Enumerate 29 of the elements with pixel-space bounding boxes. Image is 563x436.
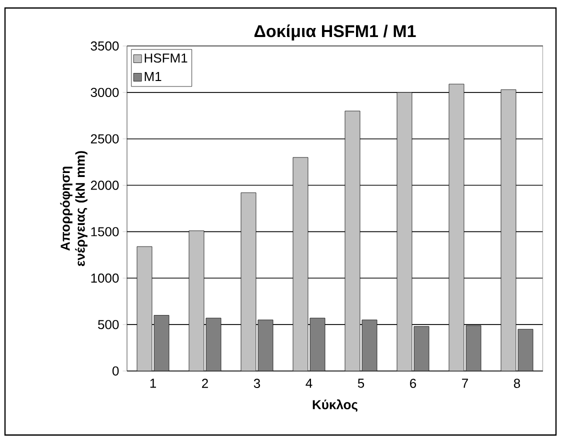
y-tick-label: 3000 bbox=[90, 88, 119, 98]
chart-title: Δοκίμια HSFM1 / M1 bbox=[254, 24, 416, 40]
x-tick-label: 3 bbox=[254, 378, 260, 388]
y-tick-label: 2000 bbox=[90, 180, 119, 190]
bar bbox=[206, 318, 221, 371]
y-tick-label: 1000 bbox=[91, 274, 119, 283]
x-tick-label: 5 bbox=[358, 378, 364, 388]
y-tick-label: 3500 bbox=[90, 41, 119, 51]
bar bbox=[154, 315, 169, 371]
legend-label: M1 bbox=[144, 72, 162, 81]
x-tick-label: 2 bbox=[202, 378, 208, 388]
legend-label: HSFM1 bbox=[144, 53, 188, 63]
bar bbox=[362, 320, 377, 371]
y-axis-title: Απορρόφηση ενέργειας (kN mm) bbox=[60, 151, 88, 266]
x-axis-title: Κύκλος bbox=[312, 399, 358, 412]
x-tick-label: 1 bbox=[150, 378, 156, 388]
bar bbox=[258, 320, 273, 371]
y-tick-label: 1500 bbox=[91, 227, 119, 236]
x-tick-label: 4 bbox=[306, 378, 312, 388]
bar bbox=[518, 329, 534, 371]
x-tick-label: 6 bbox=[410, 378, 416, 388]
bar bbox=[466, 325, 481, 371]
bar bbox=[414, 326, 429, 371]
bar bbox=[310, 318, 325, 371]
y-tick-label: 0 bbox=[112, 366, 119, 376]
y-tick-label: 2500 bbox=[90, 134, 119, 144]
x-tick-label: 8 bbox=[514, 378, 520, 388]
x-tick-label: 7 bbox=[462, 378, 468, 388]
y-tick-label: 500 bbox=[98, 320, 119, 330]
